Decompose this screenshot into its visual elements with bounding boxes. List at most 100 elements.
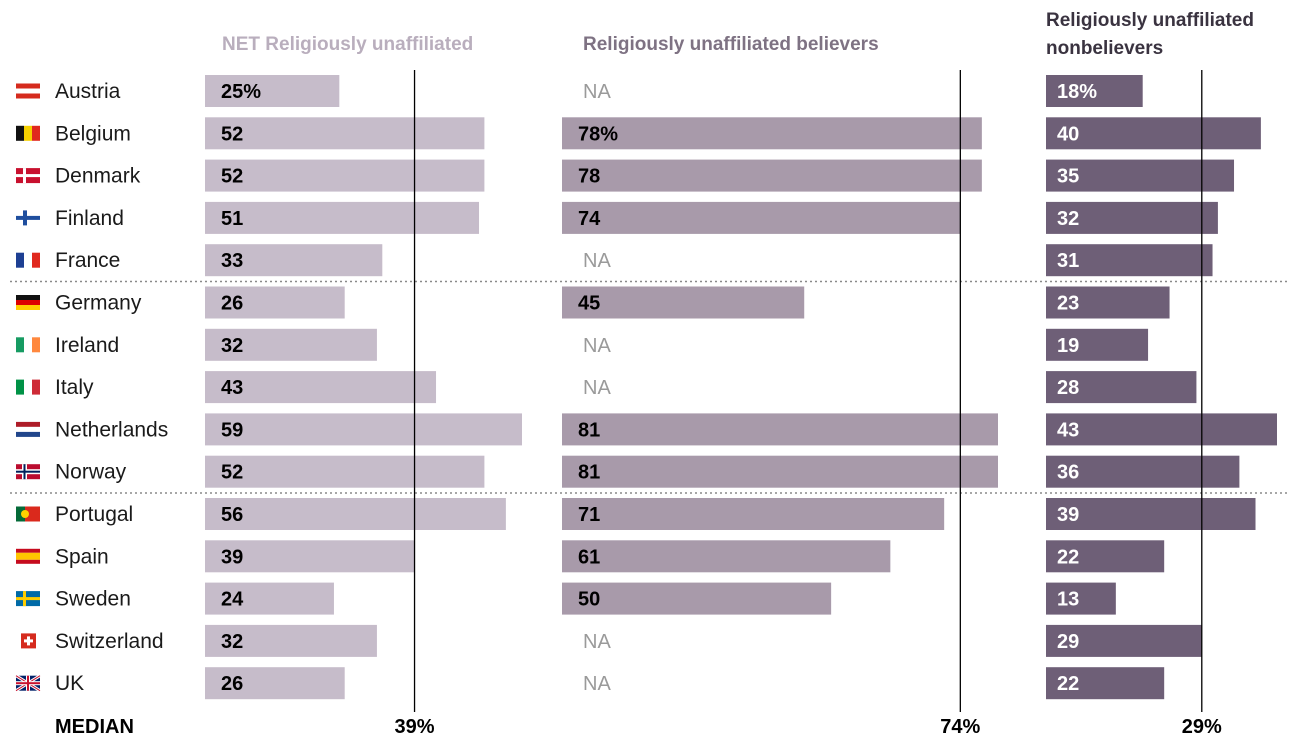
ireland-flag-icon <box>16 337 40 353</box>
bar-net-religiously-unaffiliated-uk <box>205 667 345 700</box>
bar-religiously-unaffiliated-nonbelievers-italy <box>1046 371 1197 404</box>
country-label: Sweden <box>55 588 131 611</box>
bar-net-religiously-unaffiliated-italy <box>205 371 437 404</box>
value-label: 25% <box>221 81 261 103</box>
value-label: 28 <box>1057 377 1079 399</box>
bar-net-religiously-unaffiliated-sweden <box>205 582 334 615</box>
value-label: 81 <box>578 462 600 484</box>
header-religiously-unaffiliated-nonbelievers: Religiously unaffiliated nonbelievers <box>1046 10 1254 59</box>
bar-religiously-unaffiliated-believers-germany <box>562 286 805 319</box>
median-label: MEDIAN <box>55 716 134 736</box>
value-label: 39 <box>221 546 243 568</box>
bar-net-religiously-unaffiliated-belgium <box>205 117 485 150</box>
value-label: 52 <box>221 462 243 484</box>
country-label: France <box>55 249 120 272</box>
bar-religiously-unaffiliated-nonbelievers-uk <box>1046 667 1165 700</box>
norway-flag-icon <box>16 464 40 480</box>
country-label: Norway <box>55 461 127 484</box>
median-value-religiously-unaffiliated-nonbelievers: 29% <box>1182 716 1222 736</box>
na-label: NA <box>583 81 611 103</box>
bar-net-religiously-unaffiliated-finland <box>205 201 480 234</box>
row-germany: Germany 26 45 23 <box>16 286 1170 319</box>
spain-flag-icon <box>16 548 40 564</box>
value-label: 23 <box>1057 293 1079 315</box>
bar-net-religiously-unaffiliated-spain <box>205 540 415 573</box>
row-italy: Italy 43 NA 28 <box>16 371 1197 404</box>
portugal-flag-icon <box>16 506 40 522</box>
bar-net-religiously-unaffiliated-denmark <box>205 159 485 192</box>
row-ireland: Ireland 32 NA 19 <box>16 328 1149 361</box>
value-label: 32 <box>221 335 243 357</box>
country-label: Portugal <box>55 503 133 526</box>
value-label: 32 <box>221 631 243 653</box>
value-label: 22 <box>1057 673 1079 695</box>
value-label: 22 <box>1057 546 1079 568</box>
bar-religiously-unaffiliated-believers-norway <box>562 455 998 488</box>
row-sweden: Sweden 24 50 13 <box>16 582 1116 615</box>
row-netherlands: Netherlands 59 81 43 <box>16 413 1277 446</box>
na-label: NA <box>583 250 611 272</box>
value-label: 26 <box>221 293 243 315</box>
value-label: 31 <box>1057 250 1079 272</box>
value-label: 33 <box>221 250 243 272</box>
country-label: Austria <box>55 80 121 103</box>
header-net-religiously-unaffiliated: NET Religiously unaffiliated <box>222 34 473 55</box>
value-label: 18% <box>1057 81 1097 103</box>
median-row: MEDIAN 39% 74% 29% <box>55 716 1222 736</box>
switzerland-flag-icon <box>21 633 36 649</box>
value-label: 36 <box>1057 462 1079 484</box>
bar-net-religiously-unaffiliated-portugal <box>205 498 506 530</box>
germany-flag-icon <box>16 295 40 310</box>
bar-religiously-unaffiliated-nonbelievers-ireland <box>1046 328 1149 361</box>
value-label: 24 <box>221 589 244 611</box>
bar-religiously-unaffiliated-believers-sweden <box>562 582 832 615</box>
country-label: Netherlands <box>55 418 168 441</box>
value-label: 51 <box>221 208 243 230</box>
value-label: 50 <box>578 589 600 611</box>
value-label: 26 <box>221 673 243 695</box>
value-label: 19 <box>1057 335 1079 357</box>
netherlands-flag-icon <box>16 421 40 437</box>
bar-religiously-unaffiliated-nonbelievers-norway <box>1046 455 1240 488</box>
country-label: Italy <box>55 376 94 399</box>
value-label: 81 <box>578 419 600 441</box>
header-religiously-unaffiliated-believers: Religiously unaffiliated believers <box>583 34 879 55</box>
bar-religiously-unaffiliated-nonbelievers-netherlands <box>1046 413 1277 446</box>
bar-net-religiously-unaffiliated-ireland <box>205 328 377 361</box>
country-rows: Austria 25% NA 18% Belgium 52 78% 40 Denmark 52 78… <box>15 75 1277 700</box>
country-label: Belgium <box>55 122 131 145</box>
bar-net-religiously-unaffiliated-norway <box>205 455 485 488</box>
value-label: 78% <box>578 123 618 145</box>
bar-religiously-unaffiliated-nonbelievers-spain <box>1046 540 1165 573</box>
bar-religiously-unaffiliated-nonbelievers-austria <box>1046 75 1143 107</box>
value-label: 52 <box>221 123 243 145</box>
bar-religiously-unaffiliated-nonbelievers-germany <box>1046 286 1170 319</box>
country-label: Germany <box>55 292 142 315</box>
value-label: 40 <box>1057 123 1079 145</box>
finland-flag-icon <box>16 210 40 226</box>
country-label: Spain <box>55 545 109 568</box>
austria-flag-icon <box>16 83 40 99</box>
value-label: 45 <box>578 293 600 315</box>
bar-religiously-unaffiliated-nonbelievers-belgium <box>1046 117 1261 150</box>
uk-flag-icon <box>15 674 41 692</box>
value-label: 32 <box>1057 208 1079 230</box>
median-lines <box>413 70 1203 712</box>
value-label: 59 <box>221 419 243 441</box>
france-flag-icon <box>16 252 40 268</box>
row-belgium: Belgium 52 78% 40 <box>16 117 1261 150</box>
bar-religiously-unaffiliated-nonbelievers-france <box>1046 244 1213 277</box>
value-label: 61 <box>578 546 600 568</box>
bar-net-religiously-unaffiliated-netherlands <box>205 413 522 446</box>
na-label: NA <box>583 673 611 695</box>
bar-religiously-unaffiliated-nonbelievers-sweden <box>1046 582 1116 615</box>
country-label: Ireland <box>55 334 119 357</box>
na-label: NA <box>583 377 611 399</box>
value-label: 56 <box>221 504 243 526</box>
bar-religiously-unaffiliated-nonbelievers-denmark <box>1046 159 1235 192</box>
row-portugal: Portugal 56 71 39 <box>16 498 1256 530</box>
belgium-flag-icon <box>16 125 40 141</box>
value-label: 43 <box>1057 419 1079 441</box>
median-value-religiously-unaffiliated-believers: 74% <box>940 716 980 736</box>
